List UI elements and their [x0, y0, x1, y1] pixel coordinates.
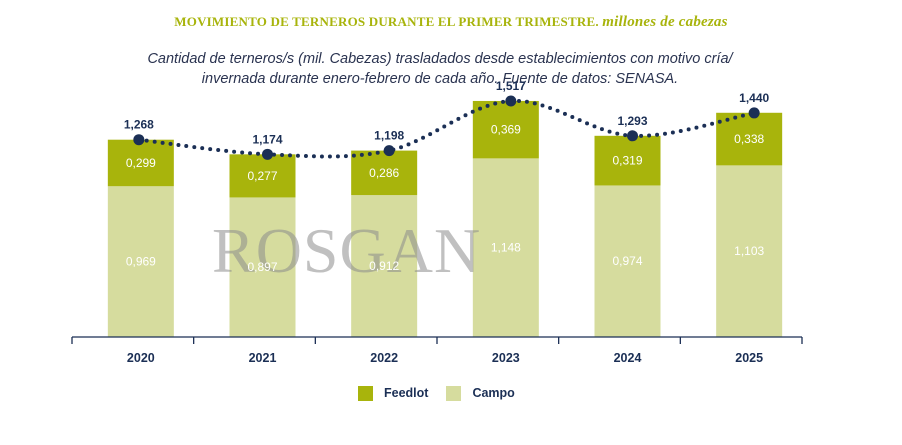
- bar-campo-2020: [107, 186, 174, 337]
- total-marker-2022: [383, 145, 395, 157]
- legend-label-feedlot: Feedlot: [384, 386, 429, 400]
- label-feedlot-2025: 0,338: [734, 132, 764, 146]
- bar-campo-2022: [351, 195, 418, 337]
- value-labels-layer: 0,969 0,299 0,897 0,277 0,912 0,286 1,148 0,369…: [126, 123, 765, 275]
- bar-feedlot-2022: [351, 150, 418, 196]
- total-label-2022: 1,198: [374, 129, 404, 143]
- chart-title-unit: millones de cabezas: [602, 14, 728, 30]
- total-label-2024: 1,293: [617, 114, 647, 128]
- label-campo-2023: 1,148: [491, 241, 521, 255]
- label-campo-2020: 0,969: [126, 255, 156, 269]
- bar-feedlot-2020: [107, 139, 174, 187]
- total-label-2020: 1,268: [124, 118, 154, 132]
- label-campo-2022: 0,912: [369, 259, 399, 273]
- total-label-2021: 1,174: [252, 132, 282, 146]
- chart-title-main: MOVIMIENTO DE TERNEROS DURANTE EL PRIMER…: [174, 14, 599, 29]
- total-line-layer: 1,268 1,174 1,198 1,517 1,293 1,440: [124, 79, 770, 160]
- x-tick-label-2025: 2025: [735, 351, 763, 365]
- chart-subtitle: Cantidad de terneros/s (mil. Cabezas) tr…: [120, 49, 760, 89]
- bar-campo-2023: [472, 158, 539, 337]
- watermark: ROSGAN: [212, 215, 481, 286]
- total-marker-2025: [748, 107, 760, 119]
- total-marker-2021: [262, 148, 273, 160]
- label-feedlot-2021: 0,277: [247, 169, 277, 183]
- label-campo-2025: 1,103: [734, 244, 764, 258]
- legend-label-campo: Campo: [472, 386, 515, 400]
- bar-campo-2021: [229, 197, 296, 337]
- total-line: [136, 98, 757, 159]
- label-feedlot-2023: 0,369: [491, 123, 521, 137]
- x-tick-label-2022: 2022: [370, 351, 398, 365]
- bar-campo-2024: [594, 185, 661, 337]
- total-marker-2024: [627, 130, 638, 142]
- label-feedlot-2024: 0,319: [612, 154, 642, 168]
- bar-campo-2025: [716, 165, 783, 337]
- chart-title: MOVIMIENTO DE TERNEROS DURANTE EL PRIMER…: [0, 14, 902, 31]
- total-marker-2020: [133, 134, 145, 146]
- bar-feedlot-2021: [229, 154, 296, 198]
- legend-item-campo: Campo: [446, 385, 515, 401]
- total-label-2025: 1,440: [739, 91, 769, 105]
- x-tick-label-2021: 2021: [249, 351, 277, 365]
- bar-feedlot-2024: [594, 135, 661, 186]
- legend-item-feedlot: Feedlot: [358, 385, 429, 401]
- legend-swatch-campo: [446, 385, 462, 401]
- x-tick-label-2020: 2020: [127, 351, 155, 365]
- total-marker-2023: [505, 95, 517, 107]
- chart-subtitle-line2: invernada durante enero-febrero de cada …: [201, 71, 679, 87]
- chart-subtitle-line1: Cantidad de terneros/s (mil. Cabezas) tr…: [147, 51, 733, 67]
- label-campo-2021: 0,897: [247, 260, 277, 274]
- total-label-2023: 1,517: [496, 79, 526, 93]
- label-feedlot-2020: 0,299: [126, 156, 156, 170]
- legend: Feedlot Campo: [358, 383, 533, 403]
- bars-layer: [107, 100, 783, 337]
- label-campo-2024: 0,974: [612, 254, 642, 268]
- x-tick-label-2023: 2023: [492, 351, 520, 365]
- label-feedlot-2022: 0,286: [369, 166, 399, 180]
- x-axis: 2020 2021 2022 2023 2024 2025: [71, 336, 803, 365]
- legend-swatch-feedlot: [358, 385, 373, 401]
- x-tick-label-2024: 2024: [614, 351, 642, 365]
- bar-feedlot-2023: [472, 100, 539, 159]
